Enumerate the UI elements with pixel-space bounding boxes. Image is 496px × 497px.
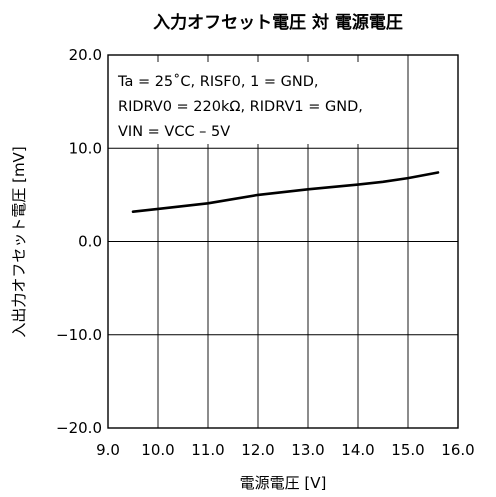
condition-line-2: RIDRV0 = 220kΩ, RIDRV1 = GND,: [118, 99, 363, 115]
series-line: [131, 171, 440, 213]
condition-line-1: Ta = 25˚C, RISF0, 1 = GND,: [117, 73, 319, 90]
x-tick-label: 9.0: [96, 441, 120, 459]
y-axis-label: 入出力オフセット電圧 [mV]: [10, 146, 28, 337]
x-tick-label: 15.0: [391, 441, 424, 459]
y-tick-labels: −20.0 −10.0 0.0 10.0 20.0: [56, 46, 102, 437]
x-tick-label: 12.0: [241, 441, 274, 459]
y-tick-label: −20.0: [56, 419, 102, 437]
x-axis-label: 電源電圧 [V]: [240, 474, 327, 492]
x-tick-labels: 9.0 10.0 11.0 12.0 13.0 14.0 15.0 16.0: [96, 441, 475, 459]
y-tick-label: 0.0: [78, 233, 102, 251]
y-tick-label: 20.0: [69, 46, 102, 64]
chart-title: 入力オフセット電圧 対 電源電圧: [153, 12, 403, 33]
x-tick-label: 11.0: [191, 441, 224, 459]
condition-line-3: VIN = VCC – 5V: [118, 124, 230, 140]
x-tick-label: 14.0: [341, 441, 374, 459]
x-tick-label: 16.0: [441, 441, 474, 459]
grid-horizontal: [108, 147, 458, 336]
y-tick-label: −10.0: [56, 326, 102, 344]
conditions-box: [112, 62, 380, 144]
plot-frame: [107, 54, 459, 429]
y-tick-label: 10.0: [69, 139, 102, 157]
x-tick-label: 10.0: [141, 441, 174, 459]
x-tick-label: 13.0: [291, 441, 324, 459]
